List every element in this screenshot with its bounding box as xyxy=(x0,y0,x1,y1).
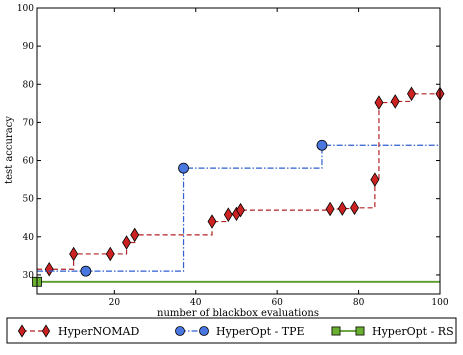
y-tick-label: 40 xyxy=(23,233,35,243)
x-axis-label: number of blackbox evaluations xyxy=(157,308,319,319)
y-tick-label: 90 xyxy=(23,42,35,52)
x-tick-label: 100 xyxy=(431,298,448,308)
y-tick-label: 50 xyxy=(23,195,35,205)
legend-marker-hypernomad xyxy=(41,324,51,338)
data-point-hypernomad xyxy=(325,201,335,217)
legend-marker-tpe xyxy=(175,326,185,336)
x-tick-label: 80 xyxy=(353,298,365,308)
legend-marker-tpe xyxy=(199,326,209,336)
legend: HyperNOMAD HyperOpt - TPE HyperOpt - RS xyxy=(6,317,457,344)
legend-label-rs: HyperOpt - RS xyxy=(372,325,454,338)
data-point-hypernomad xyxy=(105,246,115,262)
y-tick-label: 60 xyxy=(23,157,35,167)
y-axis-label: test accuracy xyxy=(4,116,15,184)
data-point-hypernomad xyxy=(236,202,246,218)
x-tick-label: 40 xyxy=(190,298,202,308)
legend-marker-rs xyxy=(331,326,341,336)
data-point-hypernomad xyxy=(130,227,140,243)
legend-label-hypernomad: HyperNOMAD xyxy=(58,325,139,338)
data-point-hypernomad xyxy=(69,246,79,262)
legend-item-hypernomad: HyperNOMAD xyxy=(17,324,139,338)
data-point-hypernomad xyxy=(207,214,217,229)
y-tick-label: 80 xyxy=(23,80,35,90)
plot-area xyxy=(32,86,445,287)
legend-label-tpe: HyperOpt - TPE xyxy=(216,325,305,338)
legend-marker-rs xyxy=(355,326,365,336)
data-point-tpe xyxy=(178,162,189,174)
legend-box xyxy=(6,317,457,344)
series-line-hypernomad xyxy=(37,93,440,270)
data-point-hypernomad xyxy=(337,201,347,216)
data-point-hypernomad xyxy=(350,200,359,216)
legend-item-rs: HyperOpt - RS xyxy=(331,325,454,338)
data-point-hypernomad xyxy=(407,86,416,102)
y-tick-label: 100 xyxy=(17,4,34,14)
y-tick-label: 70 xyxy=(23,118,35,128)
data-point-tpe xyxy=(316,139,328,151)
data-point-hypernomad xyxy=(370,172,380,187)
data-point-hypernomad xyxy=(122,235,132,250)
data-point-hypernomad xyxy=(374,95,384,110)
y-tick-label: 30 xyxy=(23,271,35,281)
axes: 30 40 50 60 70 80 90 100 20 40 60 80 100 xyxy=(17,4,449,308)
plot-frame xyxy=(36,7,441,295)
x-tick-label: 60 xyxy=(271,298,283,308)
legend-item-tpe: HyperOpt - TPE xyxy=(175,325,305,338)
data-point-tpe xyxy=(80,265,92,277)
data-point-hypernomad xyxy=(390,94,400,109)
data-point-hypernomad xyxy=(44,261,54,277)
x-tick-label: 20 xyxy=(109,298,121,308)
legend-marker-hypernomad xyxy=(17,324,27,338)
data-point-hypernomad xyxy=(223,207,233,222)
